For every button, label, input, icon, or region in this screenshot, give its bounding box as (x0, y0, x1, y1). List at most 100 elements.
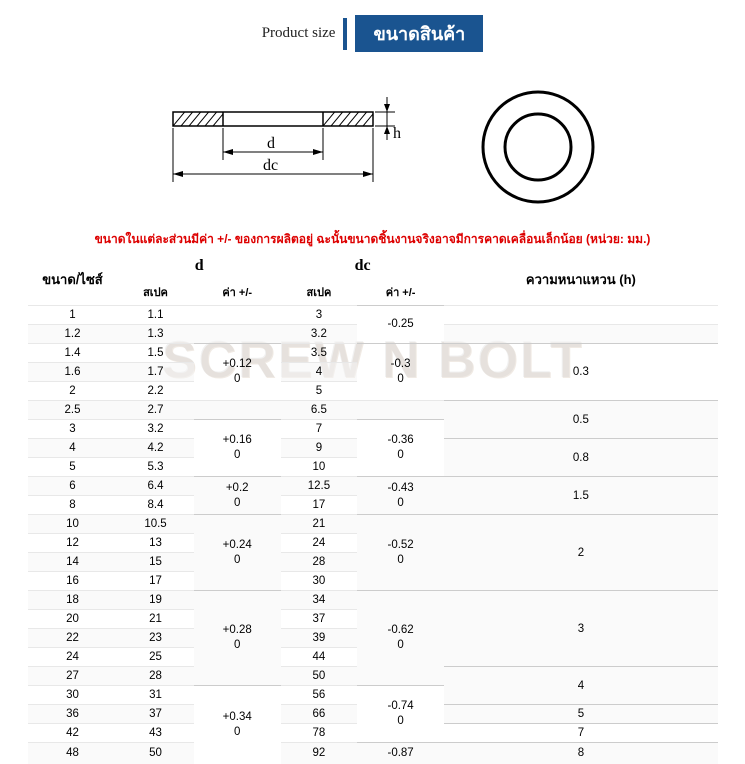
cell-dc-spec: 66 (281, 705, 357, 724)
cell-h: 0.5 (444, 401, 717, 439)
cell-size: 1.6 (28, 363, 118, 382)
cell-h (444, 325, 717, 344)
cell-d-spec: 17 (118, 572, 194, 591)
cell-dc-spec: 6.5 (281, 401, 357, 420)
cell-h: 5 (444, 705, 717, 724)
cell-size: 10 (28, 515, 118, 534)
cell-d-spec: 25 (118, 648, 194, 667)
cell-d-tol: +0.120 (194, 344, 281, 401)
cell-d-spec: 3.2 (118, 420, 194, 439)
cell-size: 3 (28, 420, 118, 439)
cell-size: 12 (28, 534, 118, 553)
cell-dc-spec: 30 (281, 572, 357, 591)
col-dc: dc (281, 253, 444, 279)
cell-d-spec: 50 (118, 743, 194, 764)
cell-d-tol: +0.240 (194, 515, 281, 591)
header: Product size ขนาดสินค้า (0, 0, 745, 62)
cell-d-spec: 15 (118, 553, 194, 572)
cell-dc-spec: 50 (281, 667, 357, 686)
cell-dc-tol: -0.740 (357, 686, 444, 743)
table-row: 11.13-0.25 (28, 306, 718, 325)
product-size-label: Product size (262, 25, 336, 42)
cell-dc-tol: -0.430 (357, 477, 444, 515)
cell-dc-spec: 92 (281, 743, 357, 764)
cell-dc-tol: -0.360 (357, 420, 444, 477)
cell-dc-spec: 56 (281, 686, 357, 705)
table-row: 1010.5+0.24021-0.5202 (28, 515, 718, 534)
cell-h: 8 (444, 743, 717, 764)
divider-bar (343, 18, 347, 50)
cell-dc-tol: -0.87 (357, 743, 444, 764)
diagram-area: h d dc (0, 62, 745, 222)
cell-size: 42 (28, 724, 118, 743)
cell-d-spec: 19 (118, 591, 194, 610)
cell-size: 16 (28, 572, 118, 591)
cell-d-spec: 2.2 (118, 382, 194, 401)
cell-d-spec: 1.3 (118, 325, 194, 344)
cell-size: 1 (28, 306, 118, 325)
product-size-badge: ขนาดสินค้า (355, 15, 483, 52)
cell-d-spec: 2.7 (118, 401, 194, 420)
cell-size: 8 (28, 496, 118, 515)
cell-dc-spec: 28 (281, 553, 357, 572)
cell-d-spec: 4.2 (118, 439, 194, 458)
table-row: 66.4+0.2012.5-0.4301.5 (28, 477, 718, 496)
cell-d-spec: 43 (118, 724, 194, 743)
cell-size: 27 (28, 667, 118, 686)
cell-d-tol: +0.160 (194, 420, 281, 477)
cell-dc-spec: 17 (281, 496, 357, 515)
cell-dc-spec: 7 (281, 420, 357, 439)
cell-size: 20 (28, 610, 118, 629)
cell-h: 2 (444, 515, 717, 591)
cell-dc-tol: -0.520 (357, 515, 444, 591)
cell-dc-spec: 21 (281, 515, 357, 534)
cell-size: 48 (28, 743, 118, 764)
cell-d-spec: 21 (118, 610, 194, 629)
cell-d-spec: 1.1 (118, 306, 194, 325)
cell-dc-spec: 5 (281, 382, 357, 401)
cell-size: 6 (28, 477, 118, 496)
cell-d-tol: +0.280 (194, 591, 281, 686)
cell-d-tol: +0.20 (194, 477, 281, 515)
cell-dc-spec: 34 (281, 591, 357, 610)
washer-top-view (473, 82, 603, 212)
cell-dc-spec: 10 (281, 458, 357, 477)
cell-dc-tol: -0.620 (357, 591, 444, 686)
cell-d-spec: 28 (118, 667, 194, 686)
cell-d-spec: 31 (118, 686, 194, 705)
cell-d-tol: +0.340 (194, 686, 281, 764)
washer-cross-section: h d dc (143, 82, 403, 212)
col-d: d (118, 253, 281, 279)
cell-dc-spec: 44 (281, 648, 357, 667)
table-body: 11.13-0.251.21.33.21.41.5+0.1203.5-0.300… (28, 306, 718, 764)
cell-dc-spec: 3 (281, 306, 357, 325)
cell-size: 30 (28, 686, 118, 705)
cell-d-tol (194, 401, 281, 420)
cell-size: 22 (28, 629, 118, 648)
cell-size: 2 (28, 382, 118, 401)
cell-dc-spec: 24 (281, 534, 357, 553)
cell-size: 14 (28, 553, 118, 572)
cell-d-spec: 23 (118, 629, 194, 648)
col-dc-tol: ค่า +/- (357, 279, 444, 306)
cell-size: 1.4 (28, 344, 118, 363)
cell-h: 0.8 (444, 439, 717, 477)
cell-h: 7 (444, 724, 717, 743)
cell-dc-spec: 37 (281, 610, 357, 629)
cell-d-spec: 1.5 (118, 344, 194, 363)
svg-text:d: d (267, 135, 275, 152)
col-h: ความหนาแหวน (h) (444, 253, 717, 306)
cell-h: 3 (444, 591, 717, 667)
cell-dc-spec: 39 (281, 629, 357, 648)
cell-dc-spec: 12.5 (281, 477, 357, 496)
col-d-tol: ค่า +/- (194, 279, 281, 306)
cell-dc-spec: 4 (281, 363, 357, 382)
col-size: ขนาด/ไซส์ (28, 253, 118, 306)
cell-size: 24 (28, 648, 118, 667)
col-d-spec: สเปค (118, 279, 194, 306)
cell-d-tol (194, 325, 281, 344)
svg-text:h: h (393, 125, 401, 142)
table-row: 1.41.5+0.1203.5-0.300.3 (28, 344, 718, 363)
cell-dc-tol: -0.25 (357, 306, 444, 344)
cell-dc-tol (357, 401, 444, 420)
